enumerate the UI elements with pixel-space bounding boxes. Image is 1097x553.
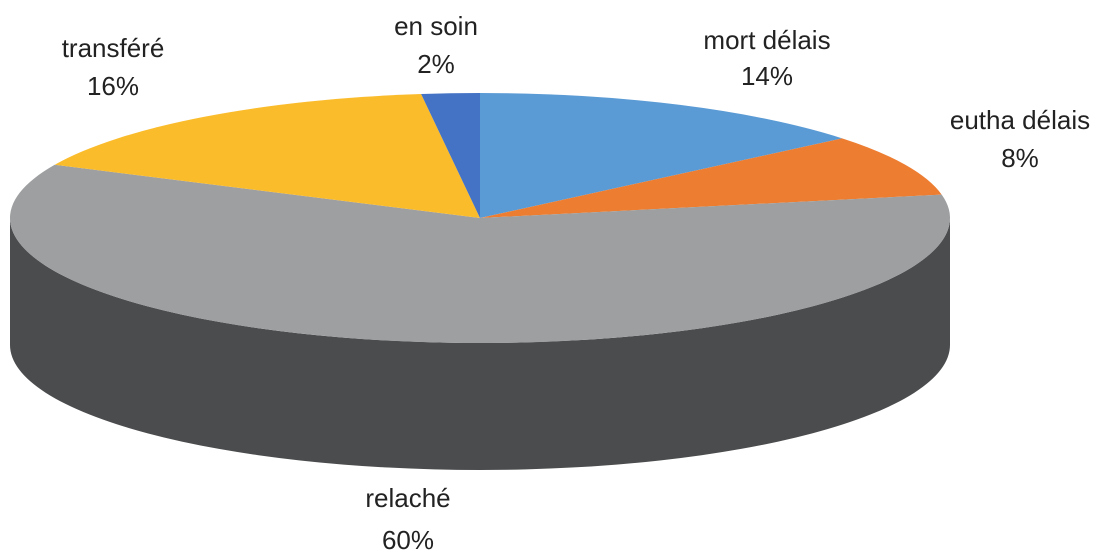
slice	[480, 138, 942, 218]
slice-value-label: 16%	[87, 71, 139, 101]
slice-label: mort délais	[703, 25, 830, 55]
slice	[480, 93, 843, 218]
slice	[421, 93, 480, 218]
slice-label: transféré	[62, 33, 165, 63]
slice-side	[10, 218, 950, 470]
slice-label: relaché	[365, 483, 450, 513]
slice-value-label: 2%	[417, 49, 455, 79]
slice-label: eutha délais	[950, 105, 1090, 135]
slice-value-label: 60%	[382, 525, 434, 553]
slice-value-label: 8%	[1001, 143, 1039, 173]
slice	[54, 93, 480, 218]
slice	[9, 164, 951, 343]
slice-label: en soin	[394, 11, 478, 41]
slice-value-label: 14%	[741, 61, 793, 91]
